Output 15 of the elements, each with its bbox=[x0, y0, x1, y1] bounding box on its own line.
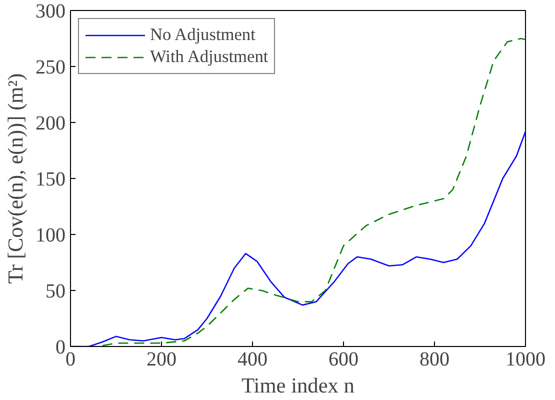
x-axis-title: Time index n bbox=[242, 374, 355, 398]
legend-label: No Adjustment bbox=[150, 25, 256, 45]
x-tick-label: 200 bbox=[146, 348, 176, 370]
x-tick-label: 600 bbox=[328, 348, 358, 370]
legend-label: With Adjustment bbox=[150, 47, 268, 67]
y-tick-label: 150 bbox=[36, 168, 66, 190]
y-tick-label: 200 bbox=[36, 112, 66, 134]
y-tick-label: 100 bbox=[36, 224, 66, 246]
y-tick-label: 50 bbox=[46, 280, 66, 302]
x-tick-label: 1000 bbox=[506, 348, 546, 370]
y-tick-label: 300 bbox=[36, 0, 66, 22]
y-axis-title: Tr [Cov(e(n), e(n))] (m²) bbox=[4, 73, 28, 284]
x-tick-label: 400 bbox=[238, 348, 268, 370]
x-tick-label: 800 bbox=[420, 348, 450, 370]
y-tick-label: 250 bbox=[36, 56, 66, 78]
